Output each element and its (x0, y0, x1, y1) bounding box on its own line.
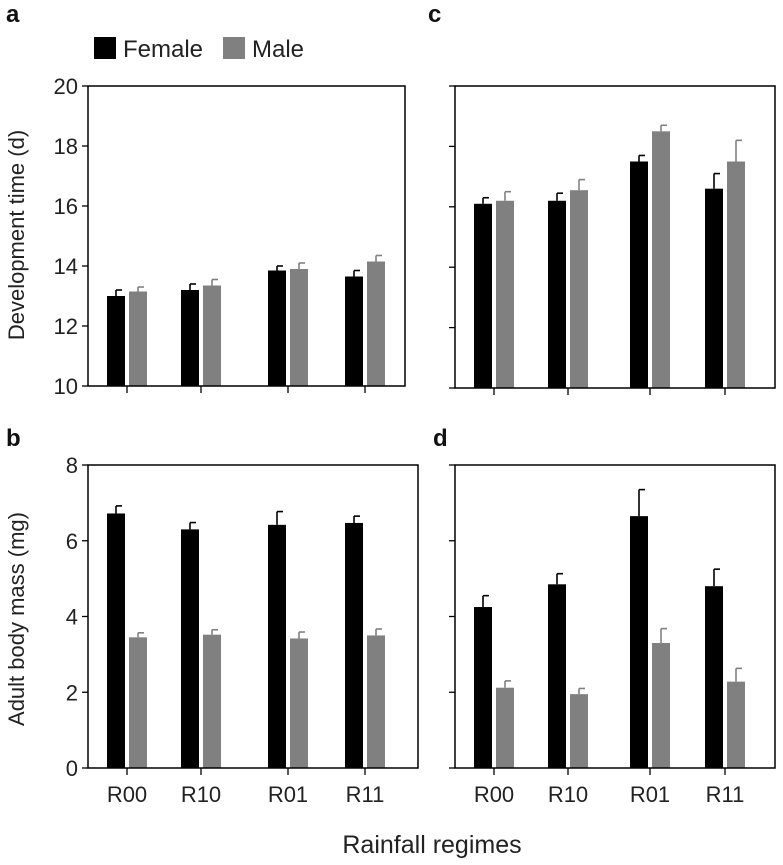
bar-c-male-r10 (570, 190, 588, 388)
bar-b-female-r00 (107, 513, 125, 768)
bar-a-female-r01 (268, 270, 286, 386)
panel-d: R00 R10 R01 R11 (449, 464, 776, 807)
y-tick-label-b-2: 2 (66, 680, 78, 705)
bar-b-female-r01 (268, 524, 286, 768)
bar-a-male-r00 (129, 291, 147, 386)
bar-b-male-r00 (129, 637, 147, 768)
bar-a-female-r00 (107, 296, 125, 386)
bar-d-female-r11 (705, 586, 723, 768)
legend-label-female: Female (123, 36, 203, 63)
plot-frame-a (87, 85, 406, 387)
y-tick-label-b-6: 6 (66, 529, 78, 554)
y-tick-label-a-10: 10 (54, 374, 78, 399)
y-tick-label-b-4: 4 (66, 605, 78, 630)
y-axis-title-development-time: Development time (d) (4, 130, 29, 340)
y-tick-label-b-0: 0 (66, 756, 78, 781)
legend-swatch-female (94, 37, 116, 59)
y-tick-label-a-14: 14 (54, 254, 78, 279)
bar-b-male-r01 (290, 638, 308, 768)
panel-letter-b: b (6, 425, 21, 452)
bar-b-male-r10 (203, 634, 221, 768)
bar-c-female-r11 (705, 188, 723, 388)
panel-a: 10 12 14 16 18 20 (54, 74, 406, 399)
x-tick-label-b-r01: R01 (268, 782, 308, 807)
bar-c-male-r01 (652, 131, 670, 389)
x-axis-title: Rainfall regimes (342, 831, 521, 859)
panel-c (449, 85, 776, 395)
y-tick-label-a-20: 20 (54, 74, 78, 99)
bar-c-female-r01 (630, 161, 648, 388)
panel-b: 0 2 4 6 8 R00 R10 R01 R11 (66, 453, 419, 807)
bar-a-female-r11 (345, 276, 363, 386)
bar-c-female-r00 (474, 203, 492, 388)
panels: 10 12 14 16 18 20 0 2 4 6 8 R00 R10 R01 R11 R00 R10 R01 R1… (54, 74, 776, 807)
bar-b-male-r11 (367, 635, 385, 768)
bar-d-female-r10 (548, 584, 566, 768)
bar-c-female-r10 (548, 200, 566, 388)
x-tick-label-b-r10: R10 (181, 782, 221, 807)
bar-b-female-r10 (181, 529, 199, 768)
bar-b-female-r11 (345, 522, 363, 768)
x-tick-label-b-r11: R11 (346, 782, 385, 807)
x-tick-label-d-r11: R11 (706, 782, 745, 807)
bar-d-male-r10 (570, 694, 588, 768)
bar-a-male-r01 (290, 269, 308, 386)
y-tick-label-b-8: 8 (66, 453, 78, 478)
panel-letter-c: c (428, 1, 441, 28)
panel-letter-a: a (6, 1, 20, 28)
x-tick-label-d-r01: R01 (630, 782, 670, 807)
bar-c-male-r11 (727, 161, 745, 388)
bar-d-female-r01 (630, 516, 648, 768)
plot-frame-c (454, 85, 776, 389)
panel-letter-d: d (433, 425, 448, 452)
bar-a-male-r11 (367, 261, 385, 386)
x-tick-label-b-r00: R00 (107, 782, 147, 807)
bar-d-male-r11 (727, 681, 745, 768)
legend-swatch-male (223, 37, 245, 59)
bar-d-female-r00 (474, 607, 492, 768)
y-tick-label-a-16: 16 (54, 194, 78, 219)
bar-a-female-r10 (181, 290, 199, 386)
x-tick-label-d-r00: R00 (474, 782, 514, 807)
y-tick-label-a-12: 12 (54, 314, 78, 339)
bar-d-male-r01 (652, 643, 670, 768)
legend-label-male: Male (252, 36, 304, 63)
y-tick-label-a-18: 18 (54, 134, 78, 159)
x-tick-label-d-r10: R10 (548, 782, 588, 807)
y-axis-title-body-mass: Adult body mass (mg) (4, 512, 29, 726)
legend: Female Male (94, 36, 304, 63)
bar-d-male-r00 (496, 687, 514, 768)
bar-c-male-r00 (496, 200, 514, 388)
bar-a-male-r10 (203, 285, 221, 386)
